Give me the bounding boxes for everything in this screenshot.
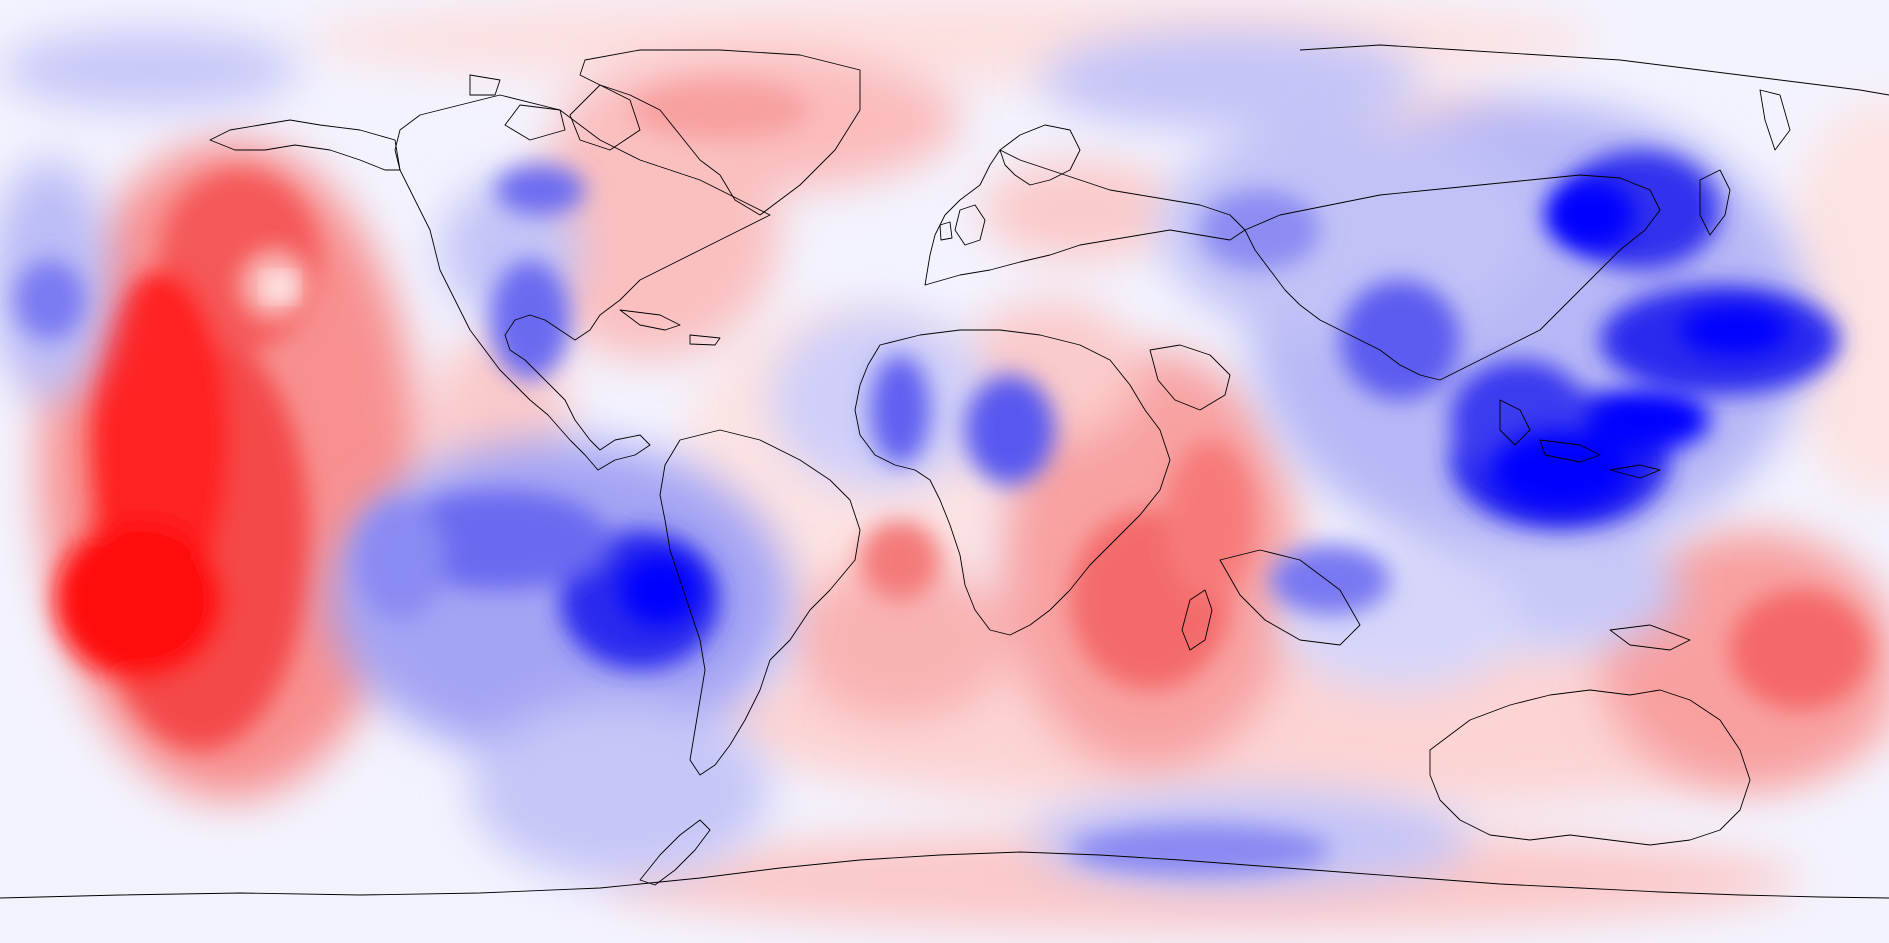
coastline-india xyxy=(1219,549,1361,646)
coastline-australia xyxy=(1429,689,1751,846)
coastline-new-guinea xyxy=(1609,624,1691,651)
coastline-south-america xyxy=(659,429,861,776)
coastlines xyxy=(0,44,1889,899)
coastline-alaska xyxy=(209,119,401,171)
neutral-spot xyxy=(266,275,294,299)
coastline-japan xyxy=(1699,89,1791,236)
coastline-caribbean xyxy=(619,309,721,346)
coastline-scandinavia xyxy=(999,124,1081,186)
coastline-asia xyxy=(1244,174,1661,381)
field-negative-anomalies xyxy=(0,30,1840,890)
coastline-europe xyxy=(924,149,1246,286)
coastline-greenland xyxy=(579,49,861,216)
coastline-arctic-islands xyxy=(469,74,641,151)
coastline-north-america xyxy=(394,94,771,471)
coastline-antarctica xyxy=(0,851,1889,899)
coastline-arabia xyxy=(1149,344,1231,411)
coastline-africa xyxy=(854,329,1171,636)
coastline-southeast-asia xyxy=(1499,399,1661,479)
coastline-madagascar xyxy=(1181,589,1213,651)
coastline-british-isles xyxy=(939,204,986,246)
coastline-siberia xyxy=(1299,44,1889,96)
coastline-antarctic-peninsula xyxy=(639,819,711,886)
